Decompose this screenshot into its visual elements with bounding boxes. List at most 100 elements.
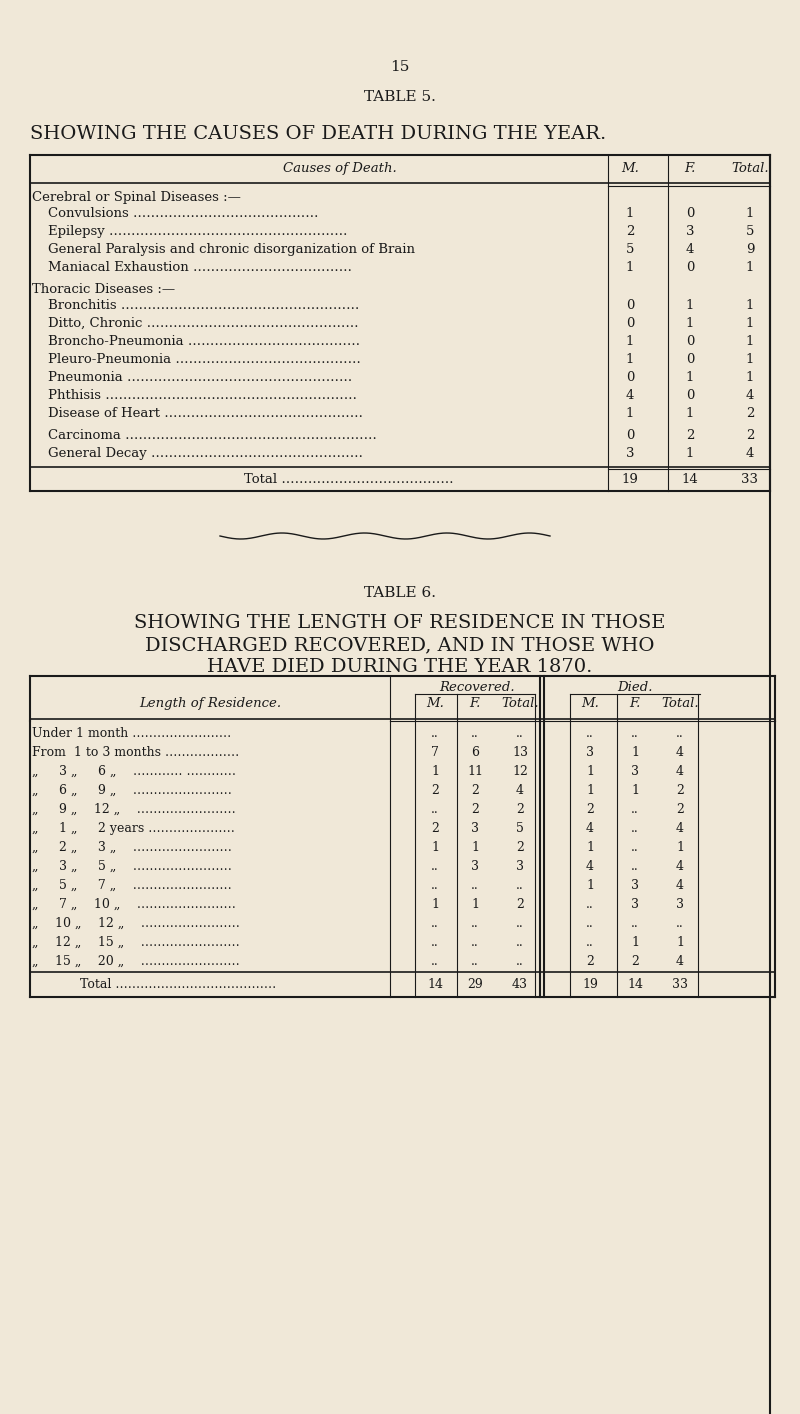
Text: From  1 to 3 months ………………: From 1 to 3 months ……………… [32, 747, 239, 759]
Text: „   3 „   6 „  ………… …………: „ 3 „ 6 „ ………… ………… [32, 765, 236, 778]
Text: Total.: Total. [501, 697, 539, 710]
Text: ..: .. [431, 918, 439, 930]
Text: Length of Residence.: Length of Residence. [139, 697, 281, 710]
Text: 3: 3 [516, 860, 524, 872]
Text: 4: 4 [746, 447, 754, 460]
Text: 1: 1 [626, 206, 634, 221]
Text: 29: 29 [467, 978, 483, 991]
Text: ..: .. [631, 727, 639, 740]
Text: 1: 1 [586, 783, 594, 797]
Text: 1: 1 [746, 370, 754, 385]
Text: Ditto, Chronic …………………………………………: Ditto, Chronic ………………………………………… [48, 317, 358, 329]
Text: ..: .. [431, 954, 439, 969]
Text: 2: 2 [676, 783, 684, 797]
Text: TABLE 6.: TABLE 6. [364, 585, 436, 600]
Text: TABLE 5.: TABLE 5. [364, 90, 436, 105]
Text: HAVE DIED DURING THE YEAR 1870.: HAVE DIED DURING THE YEAR 1870. [207, 658, 593, 676]
Text: 2: 2 [516, 898, 524, 911]
Text: 11: 11 [467, 765, 483, 778]
Text: SHOWING THE CAUSES OF DEATH DURING THE YEAR.: SHOWING THE CAUSES OF DEATH DURING THE Y… [30, 124, 606, 143]
Text: 1: 1 [626, 335, 634, 348]
Text: 1: 1 [686, 370, 694, 385]
Text: 1: 1 [631, 936, 639, 949]
Text: 0: 0 [686, 335, 694, 348]
Text: 1: 1 [676, 841, 684, 854]
Text: SHOWING THE LENGTH OF RESIDENCE IN THOSE: SHOWING THE LENGTH OF RESIDENCE IN THOSE [134, 614, 666, 632]
Text: 1: 1 [626, 407, 634, 420]
Text: ..: .. [516, 880, 524, 892]
Text: Died.: Died. [618, 682, 653, 694]
Text: 13: 13 [512, 747, 528, 759]
Text: 6: 6 [471, 747, 479, 759]
Text: ..: .. [471, 936, 479, 949]
Text: 4: 4 [626, 389, 634, 402]
Text: ..: .. [516, 918, 524, 930]
Text: 2: 2 [686, 428, 694, 443]
Text: M.: M. [621, 163, 639, 175]
Text: 0: 0 [626, 298, 634, 312]
Text: 3: 3 [586, 747, 594, 759]
Text: 2: 2 [516, 803, 524, 816]
Text: General Decay …………………………………………: General Decay ………………………………………… [48, 447, 363, 460]
Text: 1: 1 [626, 262, 634, 274]
Text: ..: .. [471, 880, 479, 892]
Text: 0: 0 [626, 317, 634, 329]
Text: ..: .. [431, 936, 439, 949]
Text: 4: 4 [676, 822, 684, 836]
Text: 2: 2 [676, 803, 684, 816]
Text: ..: .. [431, 860, 439, 872]
Text: Thoracic Diseases :—: Thoracic Diseases :— [32, 283, 175, 296]
Text: 4: 4 [686, 243, 694, 256]
Text: ..: .. [516, 954, 524, 969]
Text: 0: 0 [626, 428, 634, 443]
Text: „   5 „   7 „  ……………………: „ 5 „ 7 „ …………………… [32, 880, 232, 892]
Text: ..: .. [516, 936, 524, 949]
Text: „   1 „   2 years …………………: „ 1 „ 2 years ………………… [32, 822, 235, 836]
Text: 1: 1 [686, 298, 694, 312]
Text: 19: 19 [582, 978, 598, 991]
Text: M.: M. [581, 697, 599, 710]
Text: „  10 „  12 „  ……………………: „ 10 „ 12 „ …………………… [32, 918, 240, 930]
Text: 4: 4 [676, 765, 684, 778]
Text: 1: 1 [746, 206, 754, 221]
Text: ..: .. [431, 880, 439, 892]
Text: 7: 7 [431, 747, 439, 759]
Text: 1: 1 [746, 354, 754, 366]
Text: 1: 1 [471, 841, 479, 854]
Text: Bronchitis ………………………………………………: Bronchitis ……………………………………………… [48, 298, 359, 312]
Text: 14: 14 [627, 978, 643, 991]
Text: 1: 1 [471, 898, 479, 911]
Text: 0: 0 [686, 389, 694, 402]
Text: 3: 3 [631, 880, 639, 892]
Text: Disease of Heart ………………………………………: Disease of Heart ……………………………………… [48, 407, 363, 420]
Text: 1: 1 [431, 898, 439, 911]
Text: 2: 2 [631, 954, 639, 969]
Text: 4: 4 [586, 860, 594, 872]
Text: 33: 33 [742, 474, 758, 486]
Text: General Paralysis and chronic disorganization of Brain: General Paralysis and chronic disorganiz… [48, 243, 415, 256]
Text: 4: 4 [516, 783, 524, 797]
Text: Maniacal Exhaustion ………………………………: Maniacal Exhaustion ……………………………… [48, 262, 352, 274]
Text: Total …………………………………: Total ………………………………… [244, 474, 454, 486]
Text: „   9 „  12 „  ……………………: „ 9 „ 12 „ …………………… [32, 803, 236, 816]
Text: F.: F. [630, 697, 641, 710]
Text: 4: 4 [676, 747, 684, 759]
Text: 1: 1 [676, 936, 684, 949]
Text: Causes of Death.: Causes of Death. [283, 163, 397, 175]
Text: M.: M. [426, 697, 444, 710]
Text: 2: 2 [746, 407, 754, 420]
Text: 2: 2 [431, 822, 439, 836]
Text: Phthisis …………………………………………………: Phthisis ………………………………………………… [48, 389, 357, 402]
Text: 2: 2 [586, 954, 594, 969]
Text: 33: 33 [672, 978, 688, 991]
Text: ..: .. [586, 727, 594, 740]
Text: ..: .. [471, 918, 479, 930]
Text: Total.: Total. [731, 163, 769, 175]
Text: ..: .. [431, 727, 439, 740]
Text: ..: .. [676, 727, 684, 740]
Text: 4: 4 [746, 389, 754, 402]
Text: ..: .. [676, 918, 684, 930]
Text: DISCHARGED RECOVERED, AND IN THOSE WHO: DISCHARGED RECOVERED, AND IN THOSE WHO [146, 636, 654, 655]
Text: Pneumonia ……………………………………………: Pneumonia …………………………………………… [48, 370, 352, 385]
Text: „   2 „   3 „  ……………………: „ 2 „ 3 „ …………………… [32, 841, 232, 854]
